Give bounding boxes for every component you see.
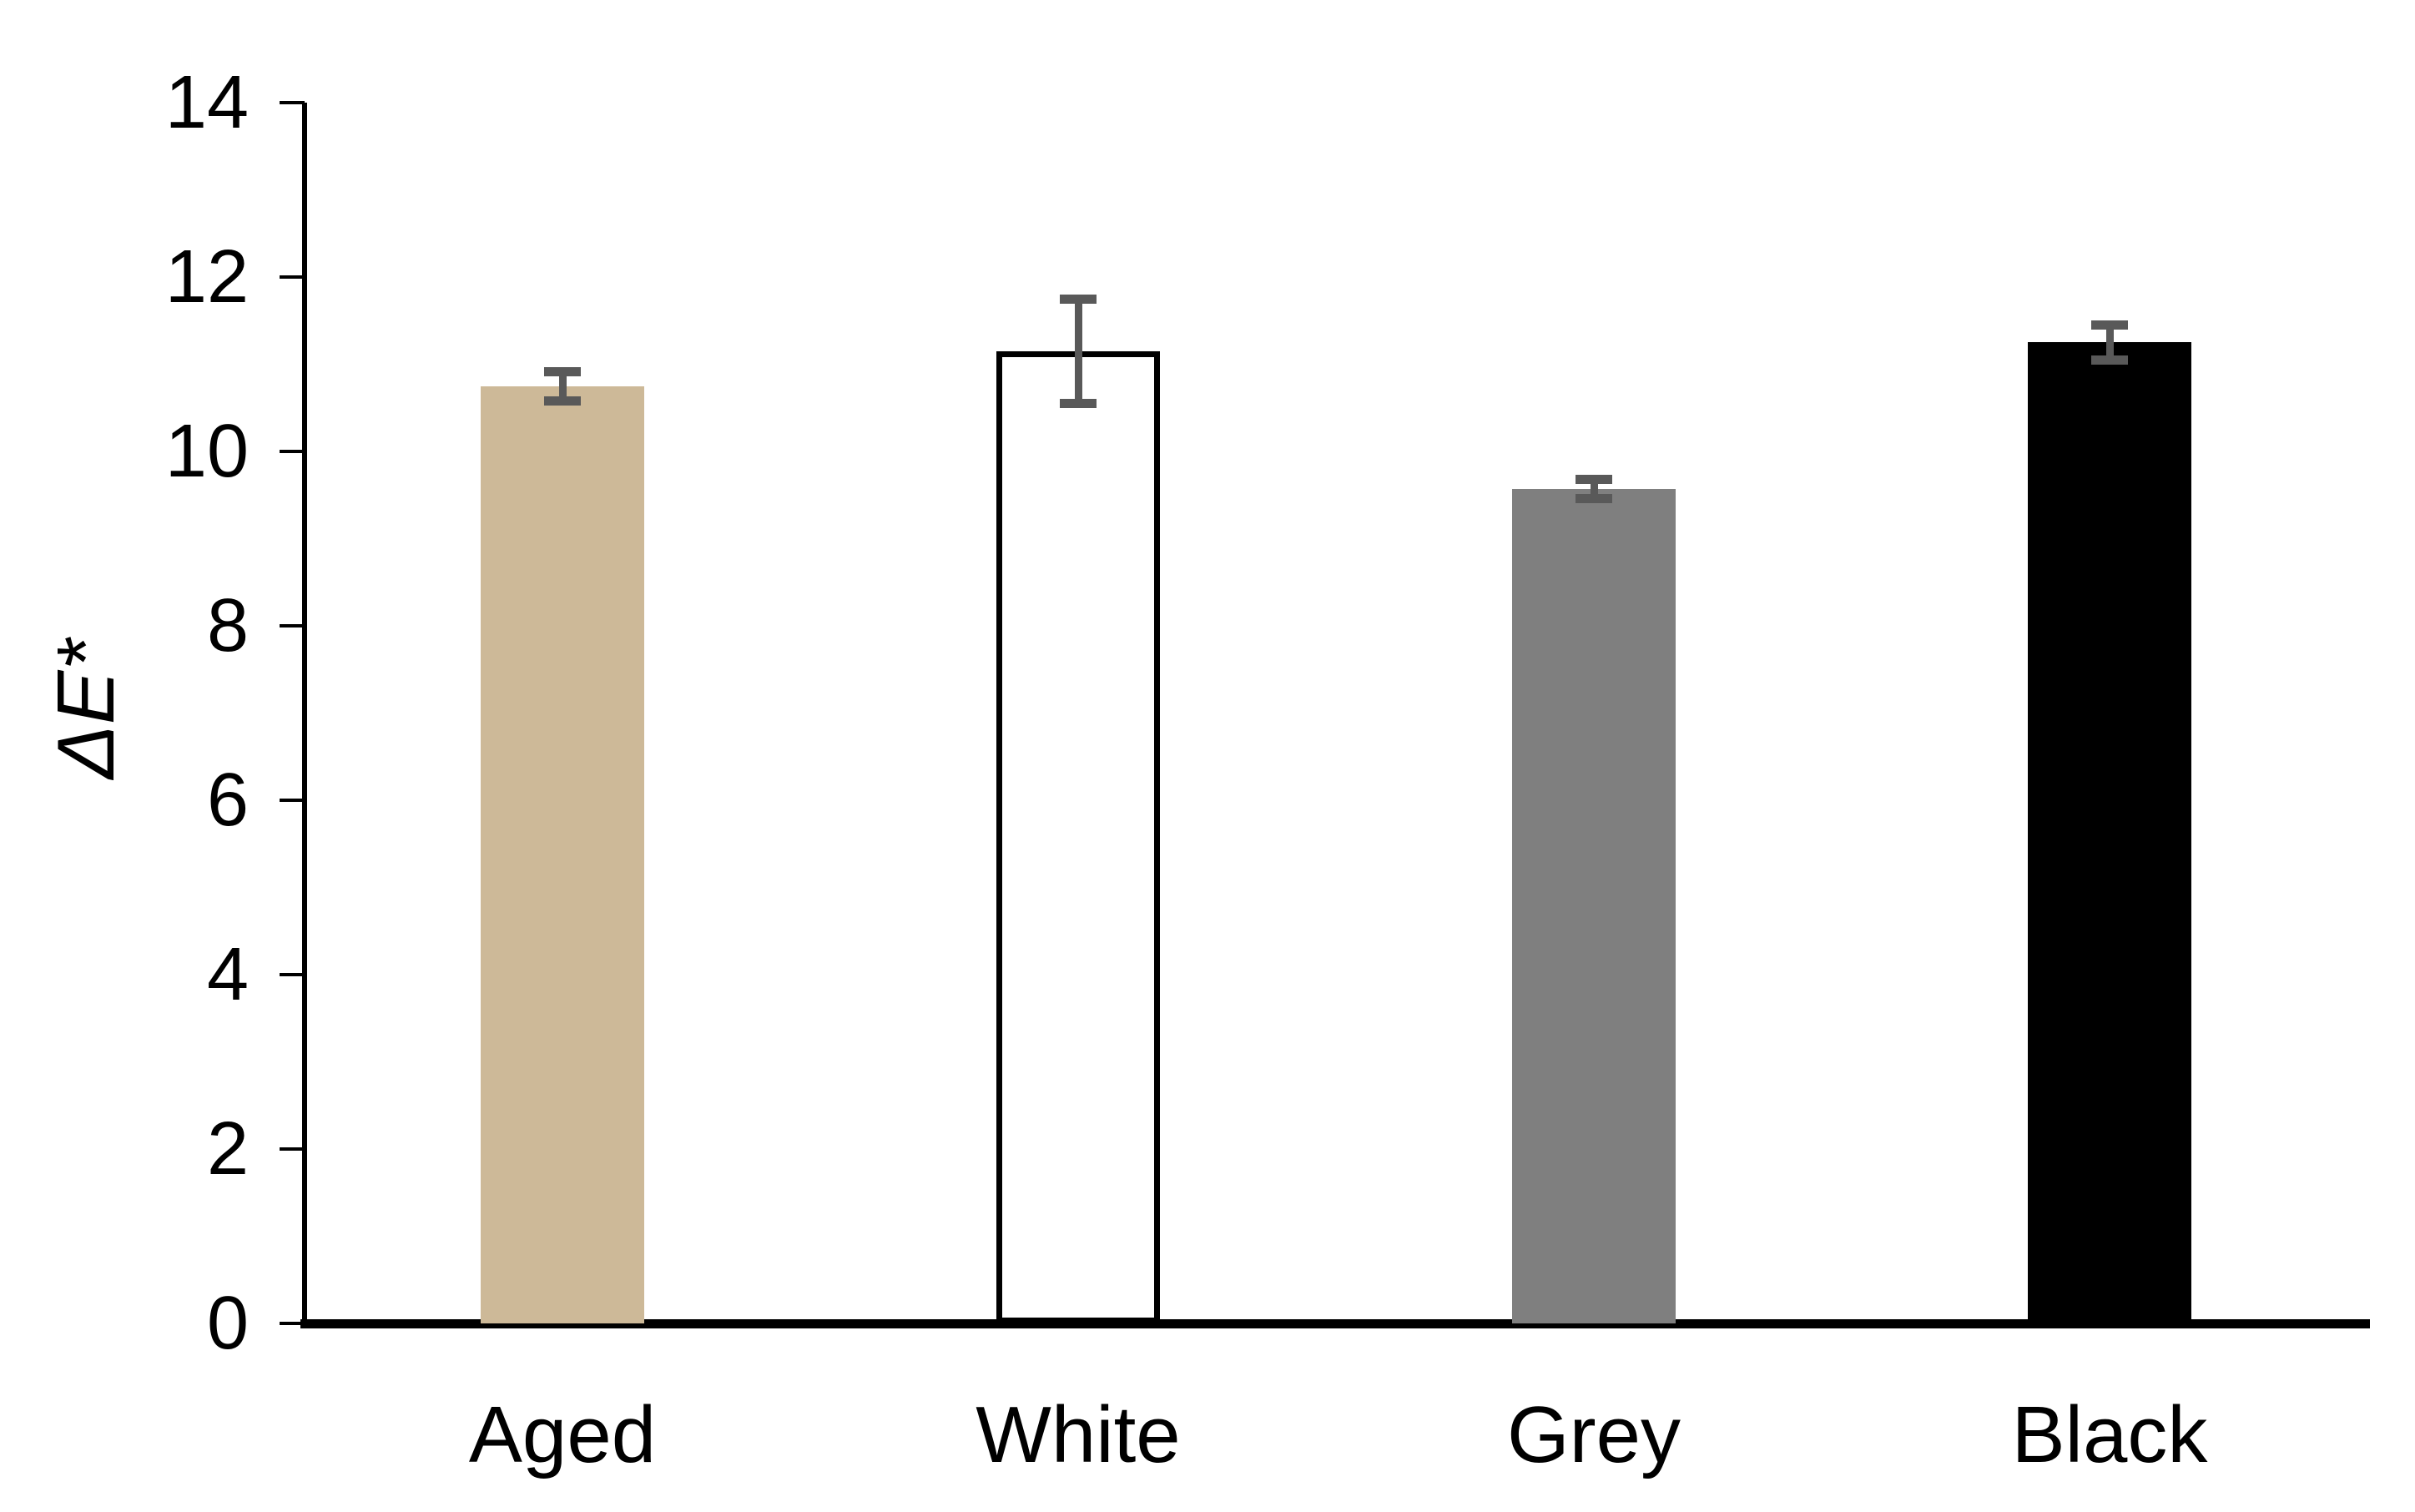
y-tick-mark: [280, 973, 305, 976]
y-tick-mark: [280, 799, 305, 802]
y-axis-title: ΔE*: [40, 638, 131, 779]
y-tick-mark: [280, 275, 305, 279]
y-tick-label: 14: [164, 61, 249, 144]
category-label-white: White: [976, 1390, 1181, 1479]
y-tick-mark: [280, 450, 305, 453]
y-tick-label: 12: [164, 235, 249, 319]
y-tick-mark: [280, 624, 305, 627]
category-label-black: Black: [2011, 1390, 2208, 1479]
y-tick-label: 6: [206, 759, 249, 842]
category-label-aged: Aged: [468, 1390, 657, 1479]
bar-aged: [481, 386, 644, 1323]
error-cap-top-white: [1060, 294, 1097, 304]
error-cap-bottom-aged: [544, 396, 581, 406]
x-axis-line: [300, 1319, 2370, 1328]
error-cap-bottom-white: [1060, 398, 1097, 408]
error-cap-bottom-grey: [1576, 493, 1612, 503]
error-cap-bottom-black: [2091, 355, 2128, 365]
bar-black: [2028, 342, 2191, 1323]
error-cap-top-grey: [1576, 475, 1612, 485]
error-bar-white: [1074, 294, 1082, 408]
error-bar-aged: [558, 366, 567, 406]
bar-grey: [1512, 488, 1676, 1323]
y-tick-mark: [280, 1147, 305, 1151]
error-cap-top-black: [2091, 320, 2128, 330]
y-tick-label: 10: [164, 410, 249, 493]
category-label-grey: Grey: [1506, 1390, 1681, 1479]
y-tick-label: 0: [206, 1282, 249, 1365]
y-tick-label: 8: [206, 584, 249, 668]
bar-white: [996, 350, 1160, 1323]
y-tick-mark: [280, 101, 305, 104]
y-tick-label: 2: [206, 1107, 249, 1191]
error-bar-black: [2105, 320, 2114, 365]
error-bar-grey: [1590, 475, 1598, 503]
y-tick-mark: [280, 1322, 305, 1325]
error-cap-top-aged: [544, 366, 581, 376]
y-axis-line: [302, 103, 307, 1328]
y-tick-label: 4: [206, 933, 249, 1016]
